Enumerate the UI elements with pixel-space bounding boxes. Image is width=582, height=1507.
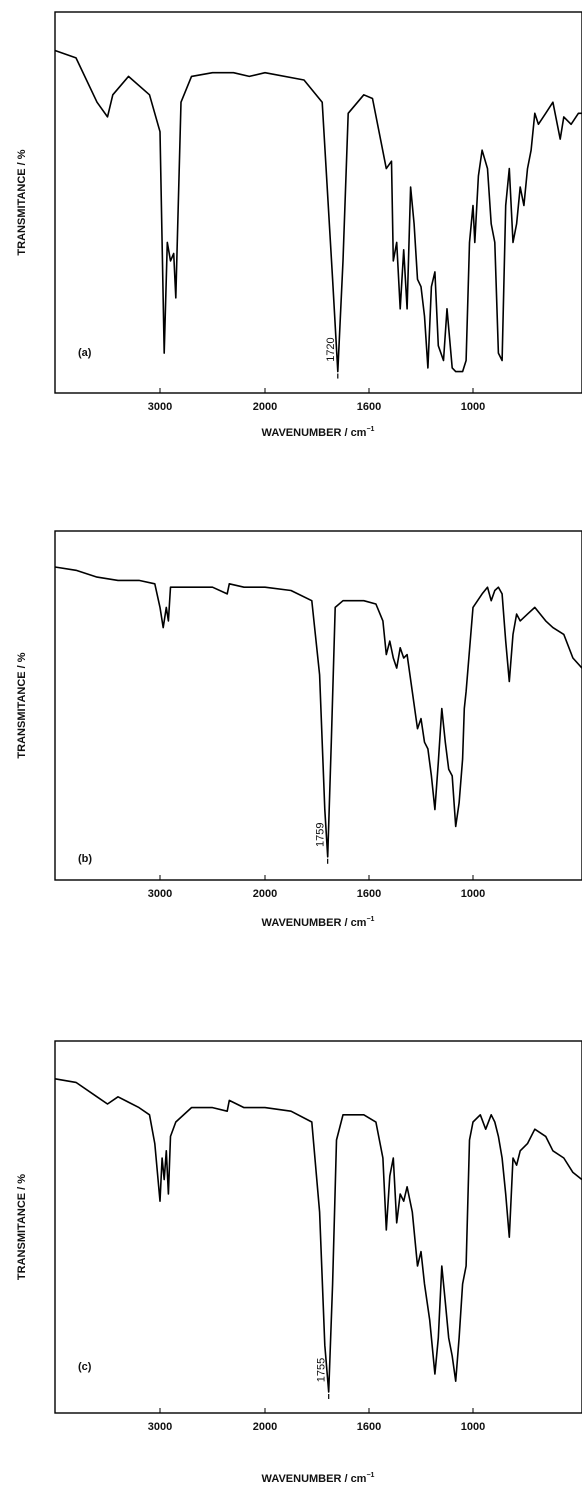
y-axis-label: TRANSMITANCE / % (16, 652, 28, 758)
y-axis-label: TRANSMITANCE / % (16, 1174, 28, 1280)
x-ticks: 3000 2000 1600 1000 (148, 388, 485, 413)
x-tick-label: 2000 (253, 1421, 277, 1433)
peak-annotation: 1759 (315, 823, 329, 864)
x-ticks: 3000 2000 1600 1000 (148, 1408, 485, 1433)
x-axis-label: WAVENUMBER / cm−1 (262, 916, 375, 929)
x-axis-label-text: WAVENUMBER / cm (262, 1473, 367, 1485)
x-ticks: 3000 2000 1600 1000 (148, 875, 485, 900)
x-tick-label: 1600 (357, 1421, 381, 1433)
x-tick-label: 1000 (461, 888, 485, 900)
spectrum-line (54, 1078, 582, 1393)
x-tick-label: 1600 (357, 401, 381, 413)
panel-label: (a) (78, 347, 92, 359)
plot-frame (54, 11, 582, 394)
panel-label: (c) (78, 1361, 92, 1373)
x-tick-label: 1600 (357, 888, 381, 900)
panel-label: (b) (78, 853, 92, 865)
series-group (54, 566, 582, 858)
x-tick-label: 2000 (253, 401, 277, 413)
x-axis-label-superscript: −1 (366, 916, 374, 923)
x-axis-label: WAVENUMBER / cm−1 (262, 1472, 375, 1485)
spectrum-line (54, 566, 582, 858)
peak-label: 1755 (316, 1358, 328, 1382)
spectrum-panel-b: TRANSMITANCE / % WAVENUMBER / cm−1 (b) 3… (16, 530, 582, 929)
spectrum-panel-a: TRANSMITANCE / % WAVENUMBER / cm−1 (a) 3… (16, 11, 582, 439)
peak-label: 1720 (325, 337, 337, 361)
plot-frame (54, 530, 582, 881)
x-axis-label: WAVENUMBER / cm−1 (262, 426, 375, 439)
y-axis-label: TRANSMITANCE / % (16, 149, 28, 255)
spectrum-line (54, 49, 582, 373)
series-group (54, 1078, 582, 1393)
peak-label: 1759 (315, 823, 327, 847)
x-tick-label: 2000 (253, 888, 277, 900)
x-axis-label-text: WAVENUMBER / cm (262, 917, 367, 929)
series-group (54, 49, 582, 373)
x-axis-label-text: WAVENUMBER / cm (262, 427, 367, 439)
x-axis-label-superscript: −1 (366, 1472, 374, 1479)
x-tick-label: 3000 (148, 1421, 172, 1433)
peak-annotation: 1720 (325, 337, 339, 379)
x-tick-label: 1000 (461, 401, 485, 413)
plot-frame (54, 1040, 582, 1414)
x-tick-label: 3000 (148, 401, 172, 413)
peak-annotation: 1755 (316, 1358, 330, 1399)
x-axis-label-superscript: −1 (366, 426, 374, 433)
spectrum-panel-c: TRANSMITANCE / % WAVENUMBER / cm−1 (c) 3… (16, 1040, 582, 1485)
x-tick-label: 1000 (461, 1421, 485, 1433)
x-tick-label: 3000 (148, 888, 172, 900)
